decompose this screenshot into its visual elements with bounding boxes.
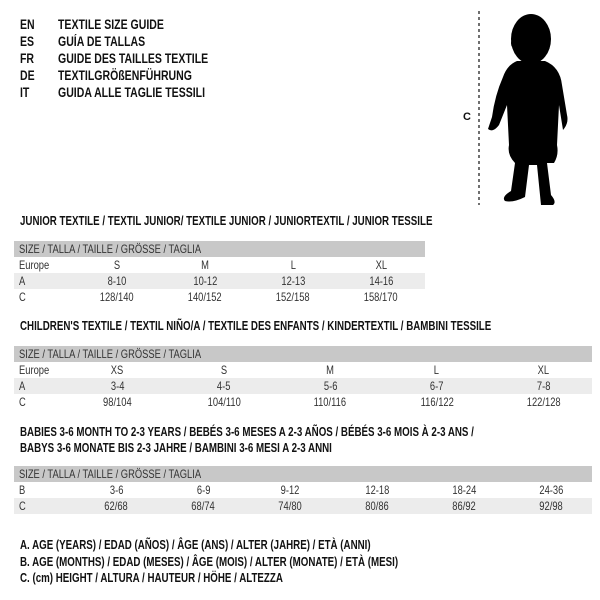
- table-cell: 116/122: [420, 395, 454, 409]
- children-title: CHILDREN'S TEXTILE / TEXTIL NIÑO/A / TEX…: [20, 319, 492, 333]
- table-cell: 7-8: [536, 379, 551, 393]
- table-cell: M: [201, 258, 209, 272]
- table-cell: 6-9: [196, 483, 211, 497]
- table-cell: 140/152: [188, 290, 222, 304]
- lang-title: GUIDE DES TAILLES TEXTILE: [58, 51, 209, 66]
- table-cell: 5-6: [323, 379, 338, 393]
- lang-title: GUÍA DE TALLAS: [58, 34, 146, 49]
- table-cell: 12-18: [365, 483, 390, 497]
- child-silhouette-icon: C: [463, 11, 568, 205]
- table-cell: 92/98: [539, 499, 564, 513]
- table-cell: 104/110: [207, 395, 241, 409]
- table-cell: 68/74: [191, 499, 216, 513]
- lang-code: IT: [20, 85, 30, 100]
- babies-size-table: SIZE / TALLA / TAILLE / GRÖSSE / TAGLIA B…: [14, 466, 592, 514]
- table-row: Europe S M L XL: [14, 257, 425, 273]
- table-cell: 122/128: [526, 395, 561, 409]
- table-cell: L: [290, 258, 296, 272]
- table-cell: 98/104: [102, 395, 132, 409]
- table-cell: 158/170: [364, 290, 398, 304]
- size-header-bar: SIZE / TALLA / TAILLE / GRÖSSE / TAGLIA: [14, 241, 425, 257]
- table-cell: XS: [110, 363, 124, 377]
- babies-title: BABIES 3-6 MONTH TO 2-3 YEARS / BEBÉS 3-…: [20, 425, 474, 455]
- row-label: B: [19, 483, 26, 497]
- table-row: B 3-6 6-9 9-12 12-18 18-24 24-36: [14, 482, 592, 498]
- table-cell: L: [434, 363, 440, 377]
- row-label: A: [19, 379, 26, 393]
- table-cell: 4-5: [216, 379, 231, 393]
- legend-item-b: B. AGE (MONTHS) / EDAD (MESES) / ÂGE (MO…: [20, 554, 399, 569]
- table-cell: 152/158: [276, 290, 310, 304]
- table-cell: XL: [375, 258, 387, 272]
- table-cell: 18-24: [452, 483, 477, 497]
- table-cell: 62/68: [104, 499, 129, 513]
- table-cell: 8-10: [107, 274, 127, 288]
- row-label: Europe: [19, 363, 50, 377]
- table-row: C 98/104 104/110 110/116 116/122 122/128: [14, 394, 592, 410]
- table-row: A 8-10 10-12 12-13 14-16: [14, 273, 425, 289]
- table-row: Europe XS S M L XL: [14, 362, 592, 378]
- table-cell: 110/116: [314, 395, 347, 409]
- row-label: Europe: [19, 258, 50, 272]
- table-cell: XL: [537, 363, 549, 377]
- table-cell: 14-16: [369, 274, 393, 288]
- table-cell: 86/92: [452, 499, 477, 513]
- lang-title: GUIDA ALLE TAGLIE TESSILI: [58, 85, 206, 100]
- junior-size-table: SIZE / TALLA / TAILLE / GRÖSSE / TAGLIA E…: [14, 241, 425, 305]
- table-row: C 128/140 140/152 152/158 158/170: [14, 289, 425, 305]
- table-cell: S: [220, 363, 227, 377]
- size-header-bar: SIZE / TALLA / TAILLE / GRÖSSE / TAGLIA: [14, 346, 592, 362]
- table-cell: 6-7: [429, 379, 444, 393]
- table-cell: 10-12: [193, 274, 217, 288]
- table-cell: 128/140: [100, 290, 134, 304]
- legend-item-c: C. (cm) HEIGHT / ALTURA / HAUTEUR / HÖHE…: [20, 571, 283, 585]
- row-label: C: [19, 499, 26, 513]
- measure-label: C: [463, 111, 471, 123]
- size-header-bar: SIZE / TALLA / TAILLE / GRÖSSE / TAGLIA: [14, 466, 592, 482]
- legend: A. AGE (YEARS) / EDAD (AÑOS) / ÂGE (ANS)…: [20, 537, 505, 587]
- table-cell: 74/80: [278, 499, 303, 513]
- children-size-table: SIZE / TALLA / TAILLE / GRÖSSE / TAGLIA E…: [14, 346, 592, 410]
- junior-title: JUNIOR TEXTILE / TEXTIL JUNIOR/ TEXTILE …: [20, 214, 433, 228]
- table-row: A 3-4 4-5 5-6 6-7 7-8: [14, 378, 592, 394]
- height-figure: C: [455, 5, 585, 215]
- table-cell: M: [326, 363, 335, 377]
- legend-item-a: A. AGE (YEARS) / EDAD (AÑOS) / ÂGE (ANS)…: [20, 538, 371, 552]
- lang-code: EN: [20, 17, 35, 32]
- row-label: C: [19, 290, 26, 304]
- table-cell: 12-13: [281, 274, 305, 288]
- row-label: C: [19, 395, 26, 409]
- lang-code: FR: [20, 51, 35, 66]
- table-cell: 3-6: [109, 483, 124, 497]
- table-cell: 9-12: [281, 483, 300, 497]
- lang-title: TEXTILE SIZE GUIDE: [58, 17, 164, 32]
- lang-code: DE: [20, 68, 35, 83]
- table-cell: 24-36: [539, 483, 564, 497]
- lang-code: ES: [20, 34, 35, 49]
- lang-title: TEXTILGRÖßENFÜHRUNG: [58, 68, 192, 83]
- table-cell: 3-4: [110, 379, 125, 393]
- table-row: C 62/68 68/74 74/80 80/86 86/92 92/98: [14, 498, 592, 514]
- table-cell: S: [113, 258, 121, 272]
- row-label: A: [19, 274, 26, 288]
- table-cell: 80/86: [365, 499, 390, 513]
